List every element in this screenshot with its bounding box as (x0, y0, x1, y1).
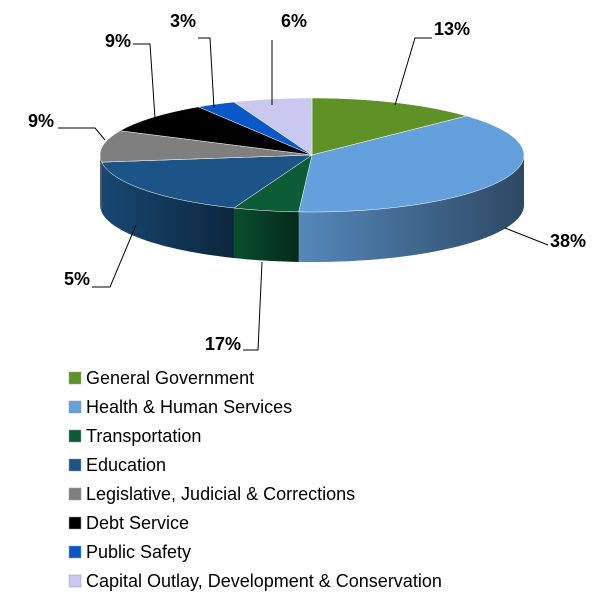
legend-swatch (68, 458, 82, 472)
leader-line (198, 37, 215, 109)
legend-label: Debt Service (86, 513, 189, 533)
leader-line (58, 127, 106, 141)
slice (101, 154, 313, 209)
legend-label: Public Safety (86, 542, 191, 562)
data-label: 38% (550, 231, 586, 251)
leader-line (92, 224, 137, 288)
slice (233, 154, 313, 213)
slice (119, 106, 313, 156)
legend-swatch (68, 545, 82, 559)
legend-swatch (68, 400, 82, 414)
slice (99, 130, 313, 163)
data-label: 17% (205, 334, 241, 354)
leader-line (394, 37, 432, 106)
legend-label: Legislative, Judicial & Corrections (86, 484, 355, 504)
leader-line (504, 227, 549, 246)
data-label: 5% (64, 269, 90, 289)
slice-side-shade (101, 162, 234, 258)
legend-label: Health & Human Services (86, 397, 292, 417)
legend-label: Education (86, 455, 166, 475)
leader-line (243, 261, 263, 351)
slice-side-shade (233, 208, 299, 262)
legend-label: Transportation (86, 426, 201, 446)
data-label: 6% (281, 11, 307, 31)
legend-label: General Government (86, 368, 254, 388)
slice (197, 101, 313, 156)
slice (298, 115, 525, 213)
slice-side-shade (100, 155, 102, 213)
legend-swatch (68, 371, 82, 385)
data-label: 9% (105, 31, 131, 51)
legend-swatch (68, 429, 82, 443)
data-label: 9% (28, 111, 54, 131)
legend-swatch (68, 574, 82, 588)
slice-side-shade (298, 155, 524, 262)
leader-line (133, 43, 156, 119)
data-label: 13% (434, 19, 470, 39)
legend-swatch (68, 487, 82, 501)
legend-label: Capital Outlay, Development & Conservati… (86, 571, 442, 591)
data-label: 3% (170, 11, 196, 31)
legend-swatch (68, 516, 82, 530)
